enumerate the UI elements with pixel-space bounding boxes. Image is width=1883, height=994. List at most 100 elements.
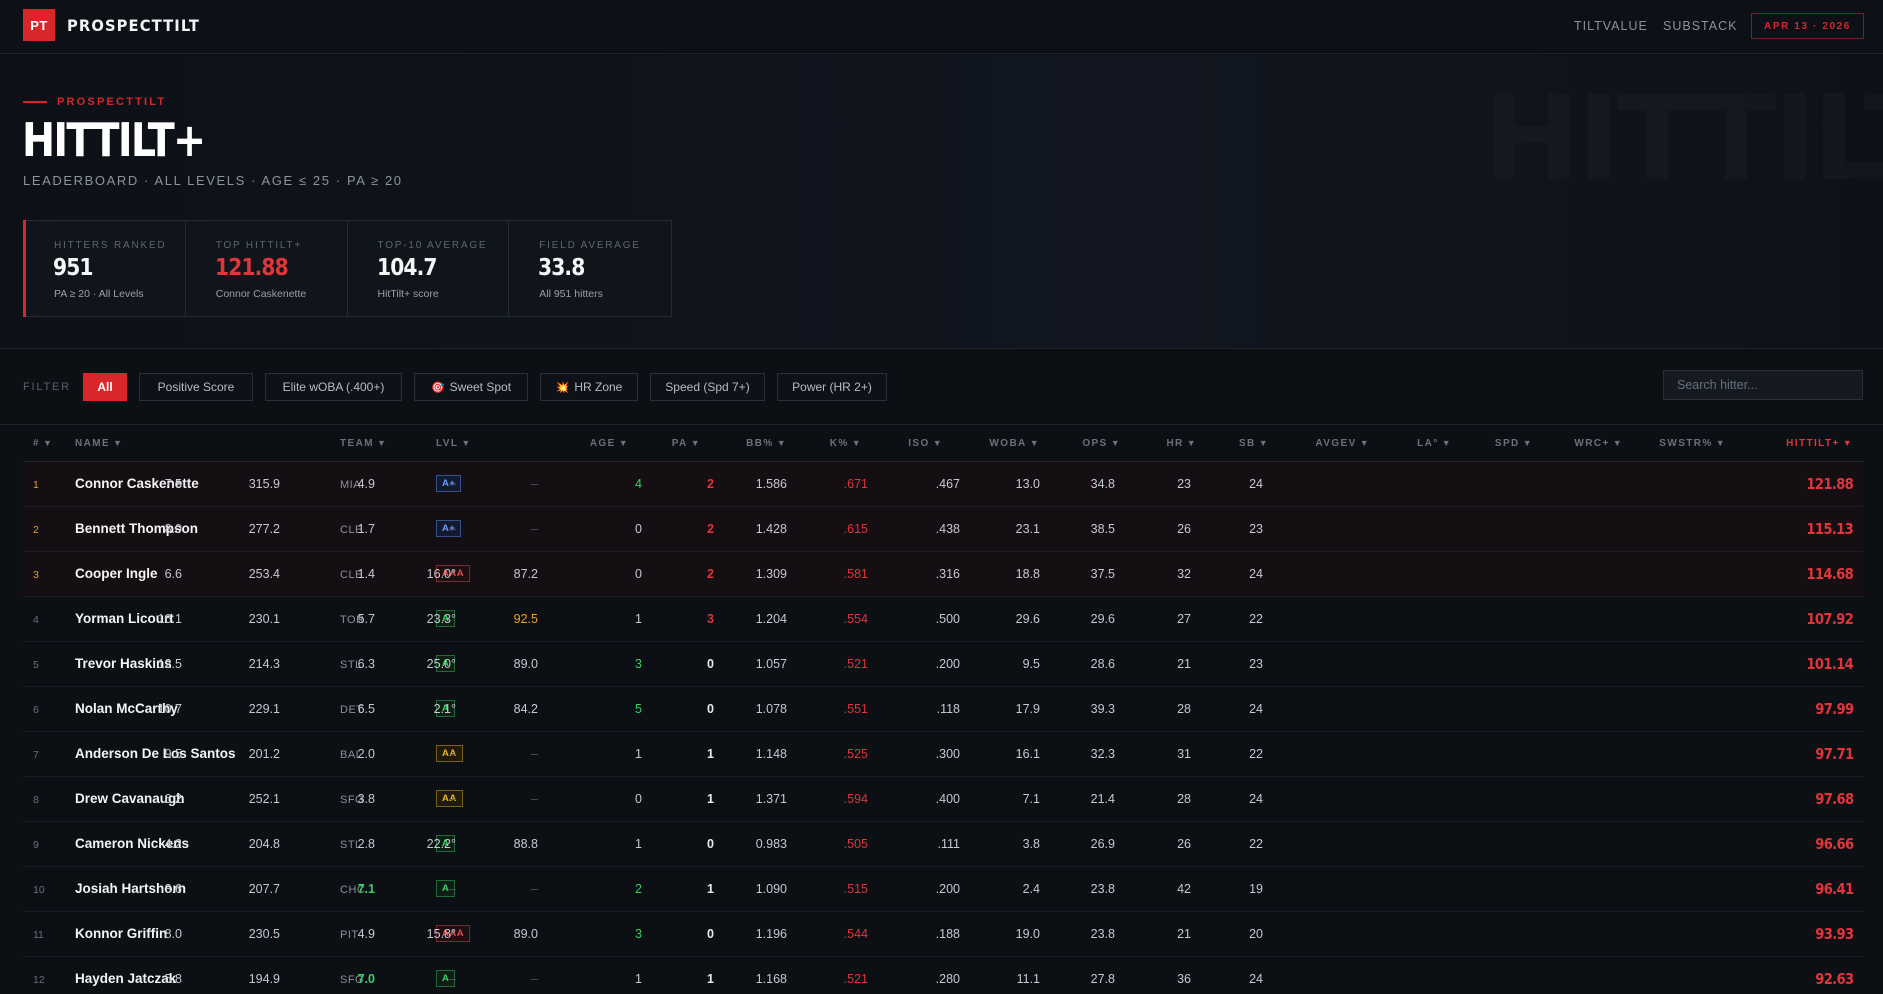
brand-name[interactable]: PROSPECTTILT — [67, 16, 201, 35]
column-header-age[interactable]: AGE ▼ — [590, 438, 629, 449]
age-cell: 19 — [1249, 882, 1263, 896]
wrc-cell: 207.7 — [248, 882, 280, 896]
column-header-iso[interactable]: ISO ▼ — [908, 438, 943, 449]
player-name-link[interactable]: Bennett Thompson — [75, 521, 198, 536]
column-header-k[interactable]: K% ▼ — [830, 438, 862, 449]
player-name-link[interactable]: Trevor Haskins — [75, 656, 172, 671]
table-row[interactable]: 1 Connor Caskenette MIA A+ 24 23 34.8 13.0.467.… — [23, 462, 1863, 507]
sb-cell: 0 — [635, 792, 642, 806]
column-header-rank[interactable]: # ▼ — [33, 438, 53, 449]
table-header: # ▼ NAME ▼ TEAM ▼ LVL ▼ AGE ▼ PA ▼ BB% ▼ K% ▼ IS… — [23, 426, 1863, 462]
column-header-hittilt[interactable]: HITTILT+ ▼ — [1786, 438, 1853, 449]
column-header-bb[interactable]: BB% ▼ — [746, 438, 787, 449]
column-header-ops[interactable]: OPS ▼ — [1082, 438, 1121, 449]
filter-chip-elite-woba[interactable]: Elite wOBA (.400+) — [265, 373, 402, 401]
explosion-icon: 💥 — [555, 381, 570, 394]
filter-chip-speed[interactable]: Speed (Spd 7+) — [650, 373, 765, 401]
woba-cell: .515 — [843, 882, 868, 896]
table-row[interactable]: 8 Drew Cavanaugh SFG AA 24 28 21.4 7.1 .400 .594 1… — [23, 777, 1863, 822]
column-header-spd[interactable]: SPD ▼ — [1495, 438, 1533, 449]
ops-cell: 1.057 — [755, 657, 787, 671]
level-badge: A — [436, 880, 456, 897]
pa-cell: 26 — [1177, 837, 1191, 851]
k-cell: 2.4 — [1022, 882, 1040, 896]
iso-cell: .300 — [935, 747, 960, 761]
table-row[interactable]: 3 Cooper Ingle CLE AAA 24 32 37.5 18.8 .316 .581 1… — [23, 552, 1863, 597]
level-badge: A — [436, 835, 456, 852]
player-name-link[interactable]: Cameron Nickens — [75, 836, 190, 851]
player-name-link[interactable]: Drew Cavanaugh — [75, 791, 185, 806]
bb-cell: 38.5 — [1090, 522, 1115, 536]
column-header-swstr[interactable]: SWSTR% ▼ — [1659, 438, 1726, 449]
sb-cell: 5 — [635, 702, 642, 716]
logo-icon[interactable]: PT — [23, 9, 55, 41]
rank-cell: 2 — [33, 524, 39, 536]
avgev-cell: 89.0 — [513, 927, 538, 941]
header-label: SPD — [1494, 438, 1520, 449]
table-row[interactable]: 5 Trevor Haskins STL A 23 21 28.6 9.5 .200 .521 1.… — [23, 642, 1863, 687]
avgev-cell: – — [531, 477, 538, 491]
k-cell: 17.9 — [1015, 702, 1040, 716]
swstr-cell: 16.1 — [157, 612, 182, 626]
pa-cell: 21 — [1177, 657, 1191, 671]
column-header-hr[interactable]: HR ▼ — [1166, 438, 1197, 449]
filter-chip-positive-score[interactable]: Positive Score — [139, 373, 253, 401]
header-label: AVGEV — [1315, 438, 1357, 449]
column-header-team[interactable]: TEAM ▼ — [340, 438, 387, 449]
avgev-cell: 87.2 — [513, 567, 538, 581]
column-header-sb[interactable]: SB ▼ — [1239, 438, 1269, 449]
filter-chip-power[interactable]: Power (HR 2+) — [777, 373, 887, 401]
hr-cell: 3 — [707, 612, 714, 626]
la-cell: 2.1° — [433, 702, 456, 716]
sort-arrow-icon: ▼ — [618, 438, 629, 448]
header-label: TEAM — [340, 438, 374, 449]
table-row[interactable]: 2 Bennett Thompson CLE A+ 23 26 38.5 23.1 .438 .6… — [23, 507, 1863, 552]
filter-chip-all[interactable]: All — [83, 373, 127, 401]
woba-cell: .544 — [843, 927, 868, 941]
swstr-cell: 3.6 — [164, 882, 182, 896]
table-row[interactable]: 10 Josiah Hartshorn CHC A 19 42 23.8 2.4 .200 .51… — [23, 867, 1863, 912]
table-row[interactable]: 11 Konnor Griffin PIT AAA 20 21 23.8 19.0 .188 .5… — [23, 912, 1863, 957]
player-name-link[interactable]: Nolan McCarthy — [75, 701, 178, 716]
level-badge: A — [436, 610, 456, 627]
player-name-link[interactable]: Connor Caskenette — [75, 476, 199, 491]
column-header-avgev[interactable]: AVGEV ▼ — [1315, 438, 1370, 449]
filter-chip-sweet-spot[interactable]: 🎯 Sweet Spot — [414, 373, 528, 401]
bb-cell: 34.8 — [1090, 477, 1115, 491]
column-header-lvl[interactable]: LVL ▼ — [436, 438, 472, 449]
player-name-link[interactable]: Josiah Hartshorn — [75, 881, 187, 896]
player-name-link[interactable]: Anderson De Los Santos — [75, 746, 236, 761]
bb-cell: 26.9 — [1090, 837, 1115, 851]
nav-link-tiltvalue[interactable]: TILTVALUE — [1574, 19, 1648, 33]
stat-label: FIELD AVERAGE — [539, 240, 641, 251]
column-header-la[interactable]: LA° ▼ — [1417, 438, 1452, 449]
player-name-link[interactable]: Yorman Licourt — [75, 611, 174, 626]
column-header-pa[interactable]: PA ▼ — [672, 438, 701, 449]
stat-label: TOP-10 AVERAGE — [377, 240, 488, 251]
table-row[interactable]: 7 Anderson De Los Santos BAL AA 22 31 32.3 16.1… — [23, 732, 1863, 777]
sort-arrow-icon: ▼ — [1715, 438, 1726, 448]
iso-cell: .200 — [935, 657, 960, 671]
hittilt-score-cell: 96.41 — [1814, 880, 1854, 898]
column-header-wrc[interactable]: WRC+ ▼ — [1574, 438, 1623, 449]
spd-cell: 2.8 — [357, 837, 375, 851]
player-name-link[interactable]: Cooper Ingle — [75, 566, 158, 581]
column-header-name[interactable]: NAME ▼ — [75, 438, 123, 449]
filter-chip-hr-zone[interactable]: 💥 HR Zone — [540, 373, 638, 401]
nav-link-substack[interactable]: SUBSTACK — [1663, 19, 1738, 33]
stat-value: 951 — [53, 255, 93, 281]
hittilt-score-cell: 107.92 — [1806, 610, 1853, 628]
ops-cell: 1.196 — [755, 927, 787, 941]
player-name-link[interactable]: Hayden Jatczak — [75, 971, 177, 986]
player-name-link[interactable]: Konnor Griffin — [75, 926, 168, 941]
table-row[interactable]: 9 Cameron Nickens STL A 22 26 26.9 3.8 .111 .505 0… — [23, 822, 1863, 867]
level-badge: A — [436, 970, 456, 987]
table-row[interactable]: 4 Yorman Licourt TOR A 22 27 29.6 29.6 .500 .554 1… — [23, 597, 1863, 642]
table-row[interactable]: 6 Nolan McCarthy DET A 24 28 39.3 17.9 .118 .551 1… — [23, 687, 1863, 732]
woba-cell: .594 — [843, 792, 868, 806]
search-input[interactable] — [1663, 370, 1863, 400]
stat-value: 121.88 — [214, 255, 289, 281]
table-row[interactable]: 12 Hayden Jatczak SFG A 24 36 27.8 11.1 .280 .521… — [23, 957, 1863, 994]
column-header-woba[interactable]: WOBA ▼ — [989, 438, 1040, 449]
bb-cell: 29.6 — [1090, 612, 1115, 626]
